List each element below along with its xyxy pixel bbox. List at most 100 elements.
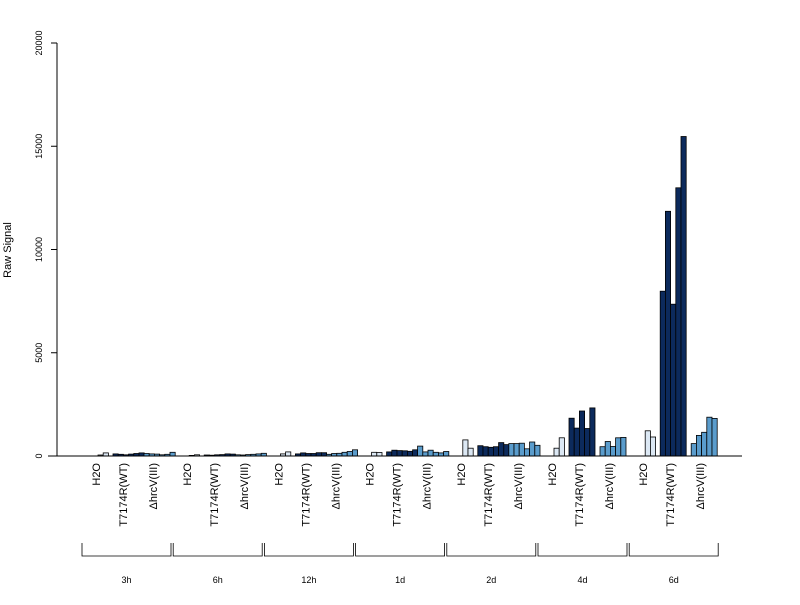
bar <box>376 452 383 457</box>
bar <box>599 446 606 457</box>
bar <box>371 451 378 457</box>
bar <box>584 428 591 457</box>
group-label: ΔhrcV(III) <box>148 463 160 509</box>
timepoint-bracket <box>355 543 445 557</box>
bar <box>675 187 682 457</box>
group-label: T7174R(WT) <box>300 463 312 527</box>
group-label: H2O <box>91 463 103 486</box>
timepoint-label: 6h <box>213 575 223 585</box>
bar <box>589 407 596 457</box>
group-label: ΔhrcV(III) <box>330 463 342 509</box>
bar <box>534 444 541 457</box>
bar <box>508 443 515 457</box>
y-axis: 0 5000 10000 15000 20000 <box>34 30 58 459</box>
timepoint-label: 1d <box>395 575 405 585</box>
group-label: T7174R(WT) <box>574 463 586 527</box>
timepoint-bracket <box>81 543 172 557</box>
bar <box>477 445 484 457</box>
bar <box>406 450 413 457</box>
bar <box>579 410 586 457</box>
timepoint-bracket <box>628 543 719 557</box>
y-tick-label: 0 <box>34 453 44 458</box>
bar <box>680 136 687 457</box>
group-label: ΔhrcV(III) <box>422 463 434 509</box>
bar <box>706 416 713 457</box>
bar <box>285 451 292 457</box>
y-tick-label: 20000 <box>34 30 44 55</box>
bar <box>659 290 666 457</box>
timepoint-bracket <box>537 543 628 557</box>
bar <box>462 439 469 457</box>
group-label: H2O <box>365 463 377 486</box>
group-labels: H2O T7174R(WT) ΔhrcV(III) H2O T7174R(WT) Δhrc… <box>91 463 707 527</box>
bar <box>558 437 565 457</box>
bar <box>443 451 450 457</box>
bar <box>650 436 657 457</box>
bar <box>573 427 580 457</box>
bar <box>553 447 560 457</box>
bar <box>524 448 531 457</box>
group-label: H2O <box>547 463 559 486</box>
bar <box>615 437 622 457</box>
bar <box>665 210 672 457</box>
bar <box>401 450 408 457</box>
bar <box>690 443 697 457</box>
timepoint-label: 2d <box>486 575 496 585</box>
bar <box>412 449 419 457</box>
bar <box>670 303 677 457</box>
group-label: H2O <box>638 463 650 486</box>
y-tick-label: 5000 <box>34 343 44 363</box>
bar <box>701 431 708 457</box>
bar <box>341 451 348 457</box>
group-label: T7174R(WT) <box>392 463 404 527</box>
bar <box>487 446 494 457</box>
bar <box>432 451 439 457</box>
bar <box>391 449 398 457</box>
group-label: T7174R(WT) <box>483 463 495 527</box>
bar <box>513 443 520 457</box>
bar <box>503 444 510 457</box>
timepoint-label: 6d <box>669 575 679 585</box>
y-tick-label: 10000 <box>34 237 44 262</box>
group-label: T7174R(WT) <box>118 463 130 527</box>
group-label: T7174R(WT) <box>665 463 677 527</box>
timepoint-label: 4d <box>577 575 587 585</box>
timepoint-bracket <box>172 543 263 557</box>
bar <box>644 430 651 457</box>
group-label: H2O <box>273 463 285 486</box>
y-tick-label: 15000 <box>34 134 44 159</box>
bar <box>498 442 505 457</box>
bars <box>97 136 718 457</box>
bar <box>492 446 499 457</box>
bar <box>696 434 703 457</box>
group-label: ΔhrcV(III) <box>239 463 251 509</box>
bar <box>610 446 617 457</box>
bar <box>568 417 575 457</box>
bar <box>386 451 393 457</box>
bar <box>351 449 358 457</box>
bar <box>482 446 489 457</box>
group-label: T7174R(WT) <box>209 463 221 527</box>
bar <box>620 436 627 457</box>
group-label: ΔhrcV(III) <box>513 463 525 509</box>
bar <box>396 450 403 457</box>
bar <box>529 441 536 457</box>
y-axis-label: Raw Signal <box>2 222 14 278</box>
timepoint-label: 3h <box>121 575 131 585</box>
bar <box>518 442 525 457</box>
bar <box>417 445 424 457</box>
bar <box>604 441 611 457</box>
group-label: ΔhrcV(III) <box>604 463 616 509</box>
bar <box>422 451 429 457</box>
group-label: H2O <box>182 463 194 486</box>
bar <box>427 449 434 457</box>
timepoint-brackets: 3h 6h 12h 1d 2d 4d 6d <box>81 543 719 585</box>
timepoint-bracket <box>446 543 537 557</box>
group-label: ΔhrcV(III) <box>695 463 707 509</box>
bar <box>467 447 474 457</box>
bar <box>169 451 176 457</box>
timepoint-label: 12h <box>301 575 316 585</box>
group-label: H2O <box>456 463 468 486</box>
